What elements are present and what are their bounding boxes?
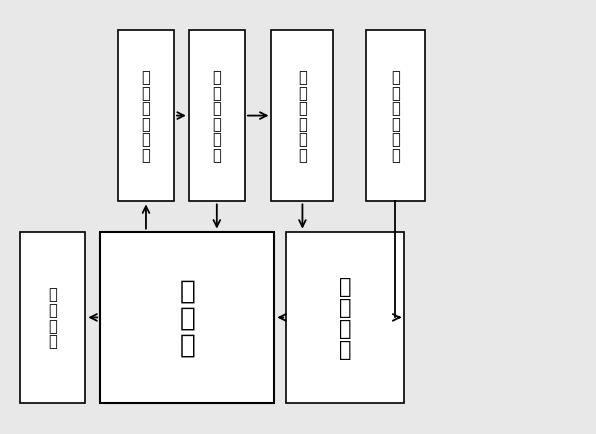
Bar [271,31,333,202]
Bar [366,31,425,202]
Text: 阶
跃
脉
冲
电
路: 阶 跃 脉 冲 电 路 [212,70,221,163]
Bar [100,232,274,403]
Text: 显
示
电
路: 显 示 电 路 [49,287,57,349]
Text: 脉
冲
控
制
电
路: 脉 冲 控 制 电 路 [142,70,150,163]
Text: 基
准
电
压
电
路: 基 准 电 压 电 路 [391,70,400,163]
Text: 比
较
电
路: 比 较 电 路 [339,276,352,359]
Bar [20,232,85,403]
Text: 作
用
电
压
电
路: 作 用 电 压 电 路 [298,70,307,163]
Bar [118,31,174,202]
Text: 单
片
机: 单 片 机 [179,278,195,358]
Bar [189,31,245,202]
Bar [286,232,404,403]
